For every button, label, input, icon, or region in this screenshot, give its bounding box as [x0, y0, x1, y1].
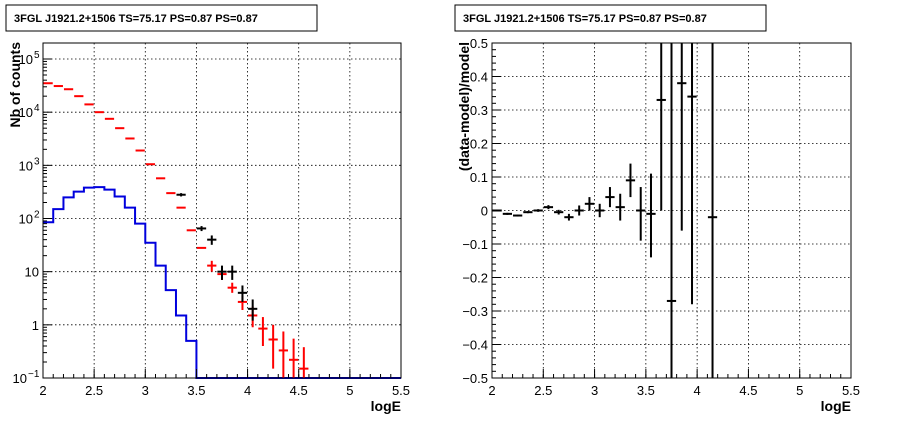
title-box	[5, 4, 318, 32]
y-tick-exponent: 4	[34, 103, 40, 114]
data-point	[237, 285, 248, 302]
x-tick-label: 5	[346, 383, 353, 398]
y-tick-label: 0.2	[470, 137, 488, 152]
x-tick-label: 2.5	[85, 383, 103, 398]
y-tick-exponent: 2	[34, 210, 40, 221]
residual-panel: 3FGL J1921.2+1506 TS=75.17 PS=0.87 PS=0.…	[454, 4, 860, 414]
data-point	[196, 226, 207, 232]
y-tick-label: 10	[19, 158, 33, 173]
y-tick-label: 0.1	[470, 170, 488, 185]
y-tick-exponent: −1	[28, 369, 40, 380]
y-tick-label: −0.1	[462, 237, 488, 252]
x-tick-label: 4.5	[739, 383, 757, 398]
x-tick-label: 3	[591, 383, 598, 398]
data-point	[268, 324, 278, 369]
y-tick-label: 10	[13, 371, 27, 386]
data-point	[636, 187, 646, 241]
y-tick-label: −0.5	[462, 371, 488, 386]
data-point	[707, 43, 718, 378]
data-point	[258, 317, 268, 346]
x-tick-label: 3	[142, 383, 149, 398]
data-point	[625, 163, 636, 198]
data-point	[207, 260, 217, 272]
y-axis-label: Nb of counts	[7, 42, 23, 128]
data-point	[666, 43, 677, 378]
x-tick-label: 2.5	[534, 383, 552, 398]
x-tick-label: 4	[244, 383, 251, 398]
x-tick-label: 5.5	[392, 383, 410, 398]
y-tick-label: 0.3	[470, 103, 488, 118]
x-tick-label: 3.5	[187, 383, 205, 398]
chart-title: 3FGL J1921.2+1506 TS=75.17 PS=0.87 PS=0.…	[463, 13, 707, 25]
series-layer	[43, 82, 401, 379]
data-point	[217, 265, 227, 280]
data-point	[513, 214, 523, 217]
data-point	[248, 299, 258, 321]
data-point	[227, 282, 237, 293]
x-axis-label: logE	[371, 398, 401, 414]
y-tick-exponent: 3	[34, 156, 40, 167]
x-tick-label: 5	[796, 383, 803, 398]
counts-panel: 3FGL J1921.2+1506 TS=75.17 PS=0.87 PS=0.…	[5, 4, 410, 414]
data-point	[605, 187, 615, 208]
data-point	[176, 193, 186, 197]
data-point	[584, 197, 595, 211]
y-tick-label: −0.2	[462, 271, 488, 286]
y-tick-exponent: 5	[34, 50, 40, 61]
y-tick-label: 0.4	[470, 70, 488, 85]
data-point	[227, 265, 237, 280]
x-tick-label: 2	[488, 383, 495, 398]
y-axis-label: (data-model)/model	[456, 42, 472, 171]
plot-frame	[42, 42, 402, 379]
data-point	[207, 235, 217, 245]
x-tick-label: 4.5	[290, 383, 308, 398]
data-point	[554, 209, 564, 215]
x-tick-label: 2	[39, 383, 46, 398]
data-point	[656, 43, 666, 211]
data-point	[564, 213, 574, 221]
title-box	[454, 4, 767, 32]
data-point	[299, 347, 309, 378]
data-point	[502, 212, 513, 215]
data-point	[543, 205, 554, 210]
data-point	[278, 331, 288, 378]
y-tick-label: 1	[32, 318, 39, 333]
data-point	[615, 193, 625, 221]
data-point	[687, 43, 697, 305]
data-point	[677, 43, 687, 231]
chart-title: 3FGL J1921.2+1506 TS=75.17 PS=0.87 PS=0.…	[14, 13, 258, 25]
y-tick-label: 0.5	[470, 36, 488, 51]
data-point	[533, 209, 543, 212]
model-step-line	[43, 186, 401, 379]
y-tick-label: −0.3	[462, 304, 488, 319]
x-tick-label: 3.5	[637, 383, 655, 398]
x-tick-label: 5.5	[842, 383, 860, 398]
y-tick-label: 10	[19, 105, 33, 120]
series-layer	[492, 43, 718, 378]
data-point	[574, 205, 584, 216]
y-tick-label: 10	[25, 265, 39, 280]
y-tick-label: 10	[19, 212, 33, 227]
data-point	[595, 203, 605, 218]
x-tick-label: 4	[694, 383, 701, 398]
y-tick-label: 0	[481, 204, 488, 219]
x-axis-label: logE	[821, 398, 851, 414]
tick-layer: 2 2.5 3 3.5 4 4.5 5 5.5 −0.5 −0.4 −0.3 −0.2 −0.1 0 0.1…	[462, 36, 860, 398]
data-point	[288, 338, 299, 378]
y-tick-label: −0.4	[462, 338, 488, 353]
data-point	[523, 211, 533, 214]
grid	[43, 43, 401, 378]
y-tick-label: 10	[19, 52, 33, 67]
data-point	[646, 173, 656, 258]
